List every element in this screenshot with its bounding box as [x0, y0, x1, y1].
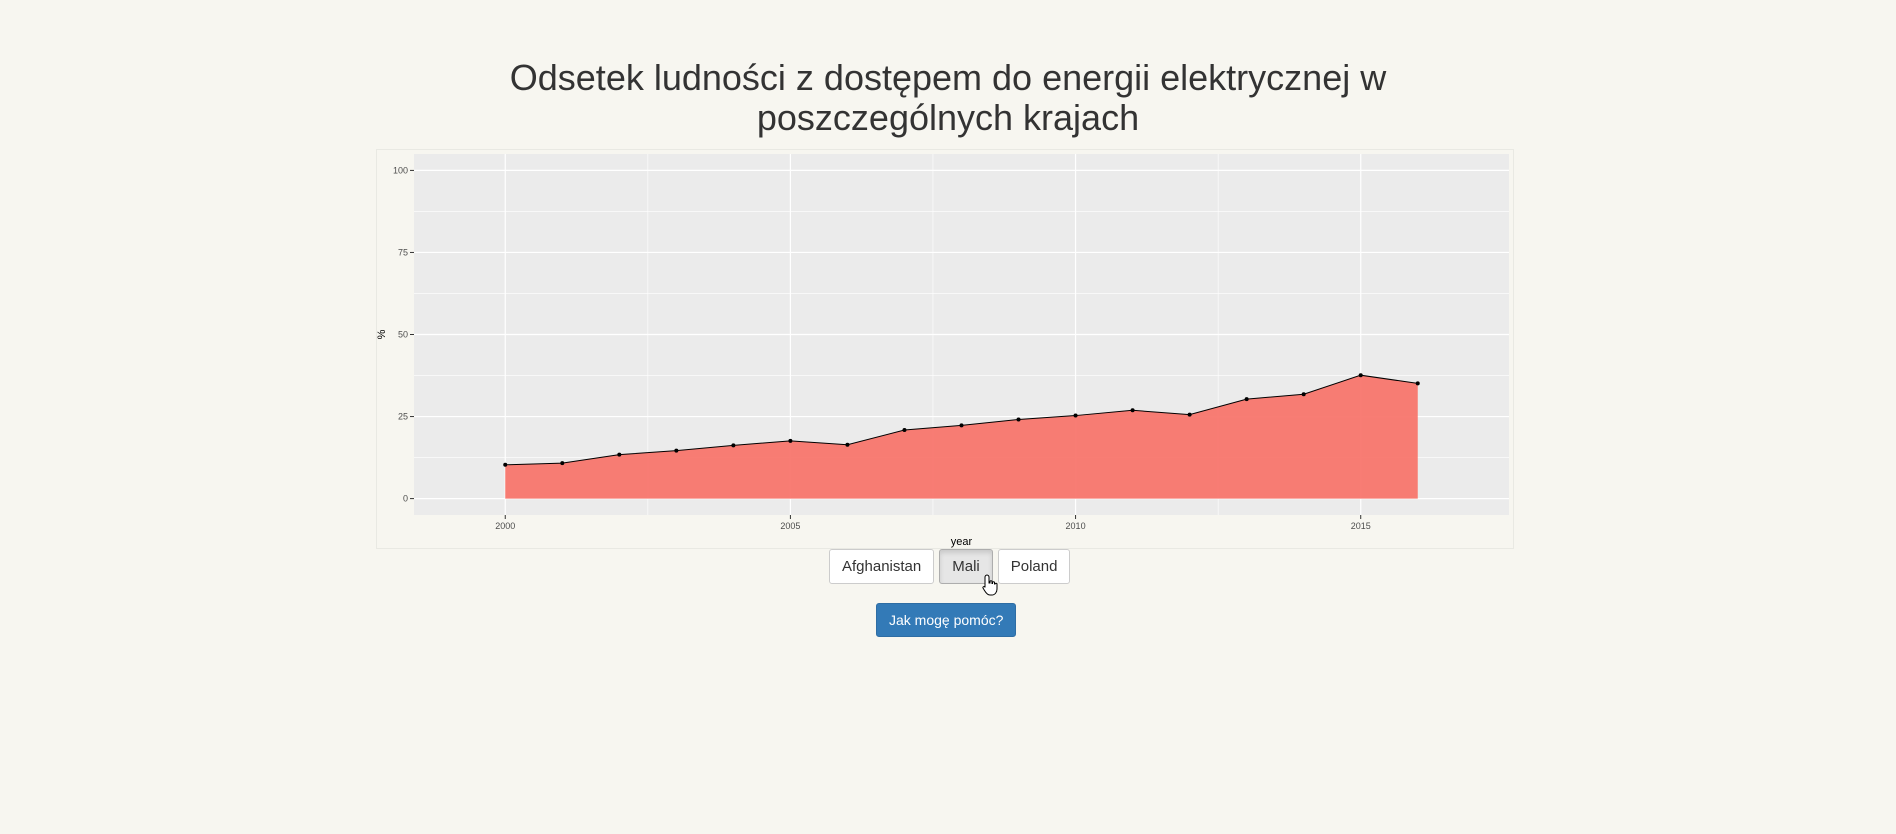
area-fill [505, 375, 1418, 499]
data-point [788, 438, 793, 443]
x-axis-title: year [951, 536, 973, 548]
data-point [1187, 412, 1192, 417]
country-button-poland[interactable]: Poland [997, 549, 1071, 584]
data-point [731, 443, 736, 448]
data-point [674, 448, 679, 453]
data-point [959, 423, 964, 428]
y-tick-label: 0 [403, 494, 408, 504]
y-tick-label: 75 [398, 247, 408, 257]
y-tick-label: 25 [398, 412, 408, 422]
help-button[interactable]: Jak mogę pomóc? [876, 603, 1017, 637]
data-point [1358, 373, 1363, 378]
x-tick-label: 2005 [780, 521, 800, 531]
y-axis-title: % [376, 329, 388, 339]
data-point [560, 461, 565, 466]
data-point [845, 442, 850, 447]
data-point [1130, 408, 1135, 413]
page-title: Odsetek ludności z dostępem do energii e… [509, 57, 1387, 138]
country-button-group: Afghanistan Mali Poland [829, 549, 1071, 584]
chart: 0 25 50 75 100 2000 2005 2010 2015 year% [376, 154, 1509, 548]
country-button-mali[interactable]: Mali [939, 549, 993, 584]
data-point [617, 452, 622, 457]
data-point [1301, 392, 1306, 397]
hand-cursor-icon [982, 574, 998, 596]
data-point [503, 462, 508, 467]
x-tick-label: 2000 [495, 521, 515, 531]
data-point [1073, 413, 1078, 418]
x-tick-label: 2010 [1066, 521, 1086, 531]
x-tick-label: 2015 [1351, 521, 1371, 531]
data-point [1016, 417, 1021, 422]
country-button-afghanistan[interactable]: Afghanistan [829, 549, 935, 584]
data-point [1244, 397, 1249, 402]
y-tick-label: 100 [393, 165, 408, 175]
y-tick-label: 50 [398, 330, 408, 340]
data-point [902, 428, 907, 433]
data-point [1415, 381, 1420, 386]
